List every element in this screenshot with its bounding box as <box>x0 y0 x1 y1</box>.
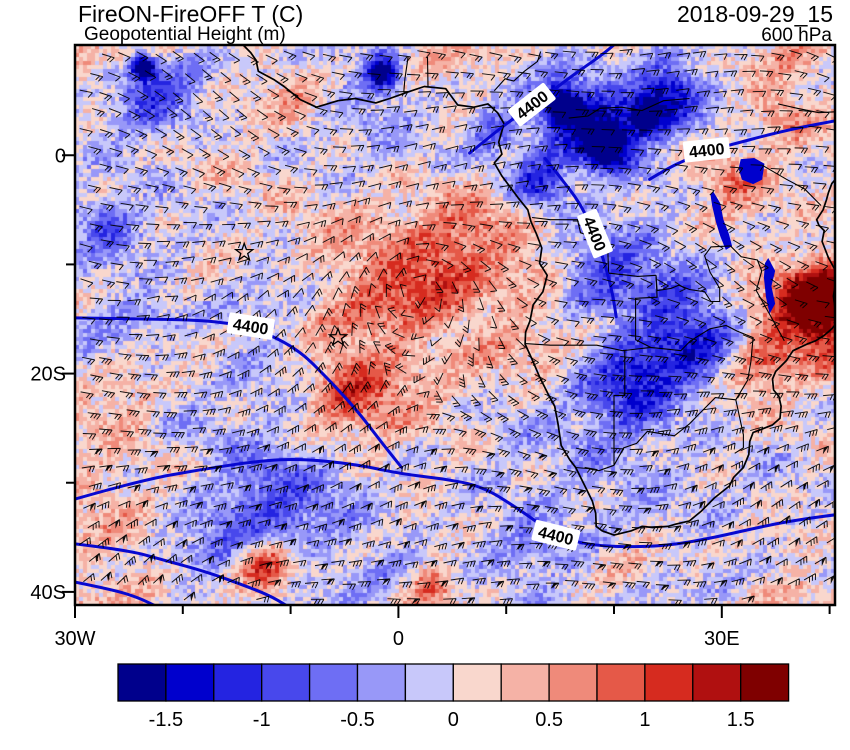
country-border <box>613 350 626 466</box>
colorbar: -1.5 -1 -0.5 0 0.5 1 1.5 <box>117 663 790 731</box>
lake-outline <box>738 157 765 185</box>
contour-label: 4400 <box>682 137 731 163</box>
colorbar-tick-label: 1.5 <box>727 709 755 731</box>
country-border <box>613 397 736 466</box>
y-axis-label: 0 <box>55 145 66 167</box>
country-border <box>403 56 409 92</box>
colorbar-cell <box>692 663 742 702</box>
colorbar-tick-label: -0.5 <box>340 709 374 731</box>
x-axis-label: 30E <box>704 628 740 650</box>
colorbar-cell <box>117 663 167 702</box>
colorbar-cell <box>213 663 263 702</box>
colorbar-cell <box>548 663 598 702</box>
colorbar-tick-label: 0 <box>448 709 459 731</box>
country-border <box>763 165 822 206</box>
country-border <box>525 343 672 352</box>
colorbar-cell <box>596 663 646 702</box>
temperature-shading-canvas <box>75 45 835 605</box>
coastline <box>242 45 835 536</box>
colorbar-tick-label: -1.5 <box>149 709 183 731</box>
lake-outline <box>763 258 776 314</box>
contour-label-box <box>508 82 556 127</box>
country-border <box>655 245 731 303</box>
y-axis-label: 40S <box>30 582 66 604</box>
lake-outline <box>710 191 733 250</box>
colorbar-cell <box>644 663 694 702</box>
axis-ticks <box>62 154 831 618</box>
contour-label-box <box>226 312 275 340</box>
plot-level: 600 hPa <box>761 25 832 46</box>
colorbar-cell <box>404 663 454 702</box>
colorbar-cell <box>740 663 790 702</box>
country-border <box>568 97 690 119</box>
country-border <box>426 56 429 87</box>
country-border <box>730 245 785 342</box>
contour-label-box <box>577 208 613 259</box>
star-marker <box>327 326 349 347</box>
contour-label-box <box>531 519 581 551</box>
contour-label: 4400 <box>226 312 275 340</box>
colorbar-cell <box>165 663 215 702</box>
contour-label-text: 4400 <box>232 316 270 338</box>
contour-label-text: 4400 <box>688 141 725 162</box>
contour-label: 4400 <box>531 519 581 551</box>
y-axis-label: 20S <box>30 364 66 386</box>
colorbar-tick-label: 0.5 <box>535 709 563 731</box>
plot-subtitle: Geopotential Height (m) <box>84 24 286 45</box>
height-contour <box>75 542 289 605</box>
country-border <box>575 464 615 472</box>
colorbar-cell <box>500 663 550 702</box>
colorbar-tick-label: -1 <box>253 709 271 731</box>
x-axis-label: 30W <box>54 628 95 650</box>
colorbar-cell <box>261 663 311 702</box>
country-border <box>635 275 658 348</box>
colorbar-cell <box>308 663 359 702</box>
x-axis-label: 0 <box>393 628 404 650</box>
contour-label: 4400 <box>508 82 556 127</box>
contour-label-box <box>682 137 731 163</box>
country-border <box>671 324 754 401</box>
star-marker <box>233 241 255 262</box>
map-border <box>73 43 837 607</box>
colorbar-cell <box>452 663 502 702</box>
colorbar-tick-label: 1 <box>639 709 650 731</box>
plot-datetime: 2018-09-29_15 <box>676 1 833 27</box>
height-contour <box>75 580 157 605</box>
plot-title: FireON-FireOFF T (C) <box>78 1 304 27</box>
country-border <box>777 103 835 114</box>
colorbar-cell <box>356 663 407 702</box>
wind-barbs <box>78 48 835 605</box>
country-border <box>734 399 744 454</box>
